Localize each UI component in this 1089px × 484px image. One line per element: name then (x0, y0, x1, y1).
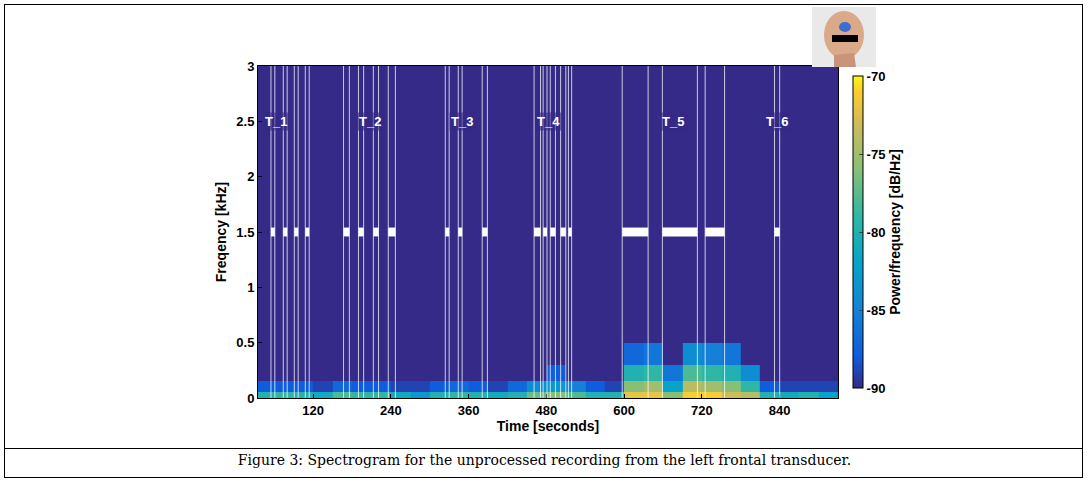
svg-text:2.5: 2.5 (236, 114, 254, 129)
svg-text:1.5: 1.5 (236, 225, 254, 240)
svg-text:0: 0 (247, 391, 254, 406)
svg-text:120: 120 (302, 403, 324, 418)
svg-text:720: 720 (691, 403, 713, 418)
svg-text:480: 480 (536, 403, 558, 418)
svg-text:600: 600 (613, 403, 635, 418)
svg-text:Power/frequency [dB/Hz]: Power/frequency [dB/Hz] (887, 149, 903, 315)
html-text:Figure 3: Spectrogram for the: Figure 3: Spectrogram for the unprocesse… (237, 452, 852, 468)
svg-text:240: 240 (380, 403, 402, 418)
svg-text:-80: -80 (867, 225, 886, 240)
svg-text:0.5: 0.5 (236, 335, 254, 350)
svg-text:360: 360 (458, 403, 480, 418)
svg-text:840: 840 (769, 403, 791, 418)
svg-text:T_5: T_5 (662, 114, 684, 129)
svg-text:T_6: T_6 (766, 114, 788, 129)
svg-text:2: 2 (247, 169, 254, 184)
svg-text:-75: -75 (867, 147, 886, 162)
svg-text:-70: -70 (867, 69, 886, 84)
svg-text:Time [seconds]: Time [seconds] (497, 418, 599, 434)
svg-text:1: 1 (247, 280, 254, 295)
svg-text:3: 3 (247, 59, 254, 74)
svg-text:Freqency [kHz]: Freqency [kHz] (213, 182, 229, 282)
svg-text:T_3: T_3 (451, 114, 473, 129)
svg-text:T_2: T_2 (359, 114, 381, 129)
svg-text:-90: -90 (867, 381, 886, 396)
svg-text:T_1: T_1 (265, 114, 287, 129)
svg-text:T_4: T_4 (537, 114, 560, 129)
svg-text:-85: -85 (867, 303, 886, 318)
